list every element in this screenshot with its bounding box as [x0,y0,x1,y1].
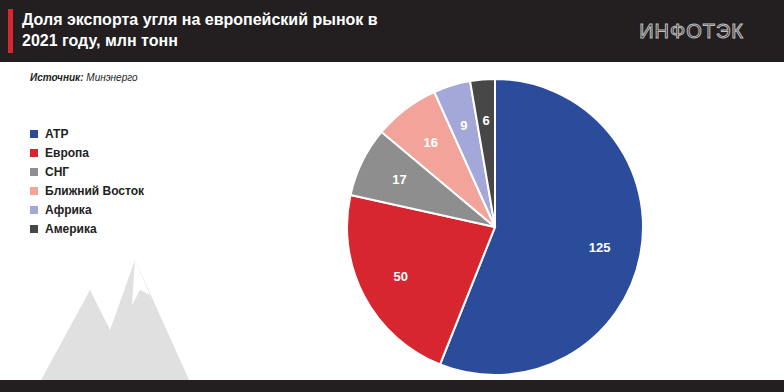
html-text:Америка: Америка [45,221,97,236]
svg-text:50: 50 [394,269,408,284]
html-text:СНГ: СНГ [45,164,70,179]
html-text:Европа: Европа [45,145,89,160]
svg-text:9: 9 [460,118,467,133]
svg-text:17: 17 [392,172,406,187]
html-text:АТР: АТР [45,126,69,141]
html-text:Ближний Восток: Ближний Восток [45,183,144,198]
svg-text:16: 16 [423,135,437,150]
html-text:ИНФОТЭК: ИНФОТЭК [639,20,744,42]
svg-text:6: 6 [482,113,489,128]
html-text:Доля экспорта угля на европейс: Доля экспорта угля на европейский рынок … [22,11,378,49]
html-text:Источник: Минэнерго: Источник: Минэнерго [30,72,138,83]
html-text:Африка: Африка [45,202,92,217]
svg-text:125: 125 [589,240,611,255]
